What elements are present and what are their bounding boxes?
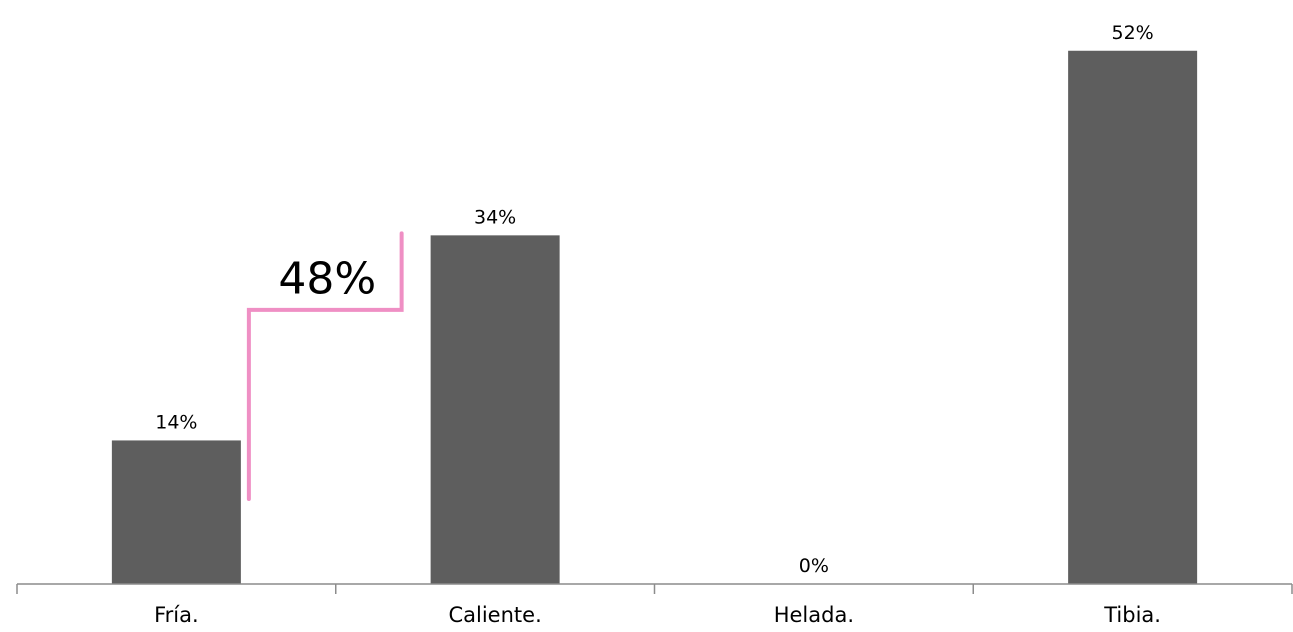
- data-label-caliente: 34%: [474, 206, 516, 228]
- x-tick-label-helada: Helada.: [774, 603, 854, 627]
- bars-layer: [111, 50, 1198, 585]
- bar-tibia: [1068, 50, 1198, 585]
- data-label-helada: 0%: [799, 555, 829, 577]
- annotation-label: 48%: [278, 253, 376, 304]
- x-axis-labels: Fría. Caliente. Helada. Tibia.: [154, 603, 1161, 627]
- x-tick-label-tibia: Tibia.: [1103, 603, 1161, 627]
- x-tick-label-caliente: Caliente.: [448, 603, 541, 627]
- x-axis-ticks: [16, 584, 1293, 594]
- x-tick-label-fria: Fría.: [154, 603, 199, 627]
- annotation-connector-line: [246, 231, 404, 501]
- bar-fria: [111, 440, 241, 584]
- data-label-fria: 14%: [155, 411, 197, 433]
- data-labels-layer: 14% 34% 0% 52%: [155, 22, 1153, 577]
- bar-caliente: [430, 235, 560, 584]
- annotation: 48%: [246, 231, 404, 501]
- data-label-tibia: 52%: [1112, 22, 1154, 44]
